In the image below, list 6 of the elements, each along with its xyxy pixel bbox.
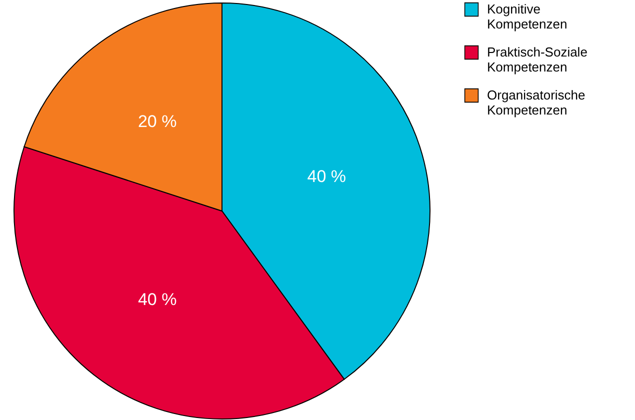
data-label: 20 %	[138, 112, 177, 132]
data-label: 40 %	[138, 290, 177, 309]
legend-label: Organisatorische Kompetenzen	[487, 88, 586, 118]
legend-label: Praktisch-Soziale Kompetenzen	[487, 44, 588, 74]
data-label: 40 %	[307, 167, 346, 186]
legend-label: Kognitive Kompetenzen	[487, 2, 568, 32]
